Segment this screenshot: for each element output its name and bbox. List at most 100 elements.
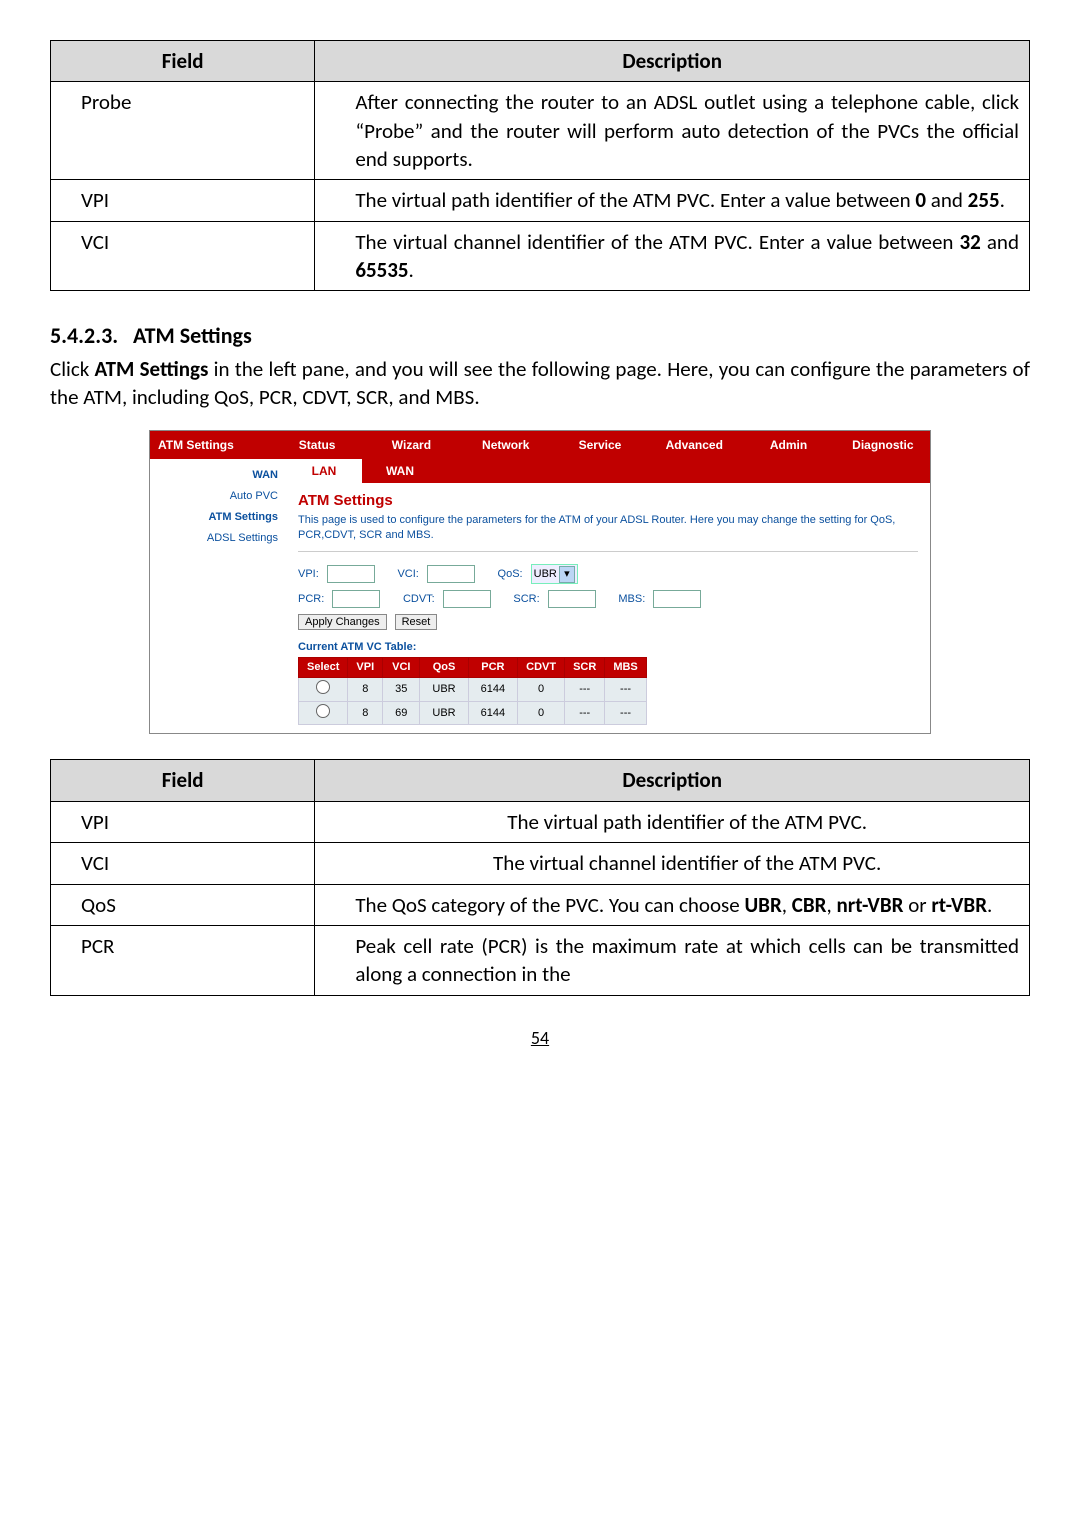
t1-r1-field: VPI: [51, 180, 315, 221]
t1-r2-b2: 65535: [355, 257, 408, 283]
top-advanced[interactable]: Advanced: [647, 431, 741, 459]
inp-pcr[interactable]: [332, 590, 380, 608]
lbl-vpi: VPI:: [298, 567, 319, 582]
t1-r2-field: VCI: [51, 221, 315, 291]
top-diagnostic[interactable]: Diagnostic: [836, 431, 930, 459]
t1-r1-mid: and: [926, 187, 968, 213]
para-b: ATM Settings: [95, 356, 209, 382]
para-a: Click: [50, 356, 95, 382]
vc-r1-sel[interactable]: [299, 701, 348, 725]
vc-table: Select VPI VCI QoS PCR CDVT SCR MBS 8 35…: [298, 657, 647, 726]
vc-r0-c2: 35: [383, 677, 420, 701]
vc-r1-c7: ---: [605, 701, 646, 725]
vc-r0-c7: ---: [605, 677, 646, 701]
t1-r2-desc: The virtual channel identifier of the AT…: [315, 221, 1030, 291]
t1-r1-pre: The virtual path identifier of the ATM P…: [355, 187, 915, 213]
section-num: 5.4.2.3.: [50, 322, 118, 349]
t2-r3-f: PCR: [51, 925, 315, 995]
radio-icon[interactable]: [316, 680, 330, 694]
sub-wan[interactable]: WAN: [362, 459, 438, 483]
t1-r1-desc: The virtual path identifier of the ATM P…: [315, 180, 1030, 221]
apply-button[interactable]: Apply Changes: [298, 614, 387, 630]
vc-r1-c5: 0: [518, 701, 565, 725]
side-adsl[interactable]: ADSL Settings: [158, 528, 278, 549]
vc-r1-c6: ---: [565, 701, 605, 725]
top-wizard[interactable]: Wizard: [364, 431, 458, 459]
top-admin[interactable]: Admin: [741, 431, 835, 459]
t2-r2-b1: CBR: [792, 892, 827, 918]
field-table-1: Field Description Probe After connecting…: [50, 40, 1030, 291]
t2-r3-d: Peak cell rate (PCR) is the maximum rate…: [315, 925, 1030, 995]
vc-h6: SCR: [565, 657, 605, 677]
vc-r0-c5: 0: [518, 677, 565, 701]
inp-cdvt[interactable]: [443, 590, 491, 608]
vc-r0-c1: 8: [348, 677, 383, 701]
t1-h1: Field: [51, 41, 315, 82]
lbl-cdvt: CDVT:: [403, 592, 435, 607]
t1-r0-desc: After connecting the router to an ADSL o…: [315, 82, 1030, 180]
vc-r0-c3: UBR: [420, 677, 468, 701]
t2-r1-f: VCI: [51, 843, 315, 884]
qos-val: UBR: [534, 567, 557, 582]
t2-h2: Description: [315, 760, 1030, 801]
page-number: 54: [50, 1026, 1030, 1050]
t1-r2-post: .: [409, 257, 414, 283]
top-service[interactable]: Service: [553, 431, 647, 459]
vc-h0: Select: [299, 657, 348, 677]
t2-r0-f: VPI: [51, 801, 315, 842]
t1-r2-mid: and: [981, 229, 1019, 255]
t2-r0-d: The virtual path identifier of the ATM P…: [315, 801, 1030, 842]
lbl-mbs: MBS:: [618, 592, 645, 607]
vc-h7: MBS: [605, 657, 646, 677]
vc-h2: VCI: [383, 657, 420, 677]
top-network[interactable]: Network: [459, 431, 553, 459]
vc-row-1: 8 69 UBR 6144 0 --- ---: [299, 701, 647, 725]
top-status[interactable]: Status: [270, 431, 364, 459]
inp-vci[interactable]: [427, 565, 475, 583]
side-wan[interactable]: WAN: [158, 465, 278, 486]
radio-icon[interactable]: [316, 704, 330, 718]
section-title: ATM Settings: [133, 322, 252, 349]
vc-r1-c4: 6144: [468, 701, 517, 725]
section-para: Click ATM Settings in the left pane, and…: [50, 355, 1030, 412]
lbl-pcr: PCR:: [298, 592, 324, 607]
inp-vpi[interactable]: [327, 565, 375, 583]
ss-main: ATM Settings This page is used to config…: [286, 483, 930, 733]
t2-r2-b3: rt-VBR: [931, 892, 987, 918]
t2-r2-pre: The QoS category of the PVC. You can cho…: [355, 892, 744, 918]
inp-scr[interactable]: [548, 590, 596, 608]
reset-button[interactable]: Reset: [395, 614, 438, 630]
vc-title: Current ATM VC Table:: [298, 640, 918, 655]
t2-h1: Field: [51, 760, 315, 801]
t1-r2-b1: 32: [960, 229, 981, 255]
ss-side-head: ATM Settings: [150, 431, 270, 459]
vc-h4: PCR: [468, 657, 517, 677]
vc-row-0: 8 35 UBR 6144 0 --- ---: [299, 677, 647, 701]
section-heading: 5.4.2.3. ATM Settings: [50, 321, 1030, 351]
ss-main-title: ATM Settings: [298, 491, 918, 511]
side-autopvc[interactable]: Auto PVC: [158, 486, 278, 507]
t2-r1-d: The virtual channel identifier of the AT…: [315, 843, 1030, 884]
field-table-2: Field Description VPI The virtual path i…: [50, 759, 1030, 995]
t1-r2-pre: The virtual channel identifier of the AT…: [355, 229, 959, 255]
vc-h1: VPI: [348, 657, 383, 677]
t1-r1-post: .: [1000, 187, 1005, 213]
vc-h3: QoS: [420, 657, 468, 677]
side-atm[interactable]: ATM Settings: [158, 507, 278, 528]
vc-r0-c6: ---: [565, 677, 605, 701]
ss-hint: This page is used to configure the param…: [298, 513, 918, 552]
sub-lan[interactable]: LAN: [286, 459, 362, 483]
chevron-down-icon: ▾: [559, 566, 575, 583]
vc-r1-c3: UBR: [420, 701, 468, 725]
t2-r2-d: The QoS category of the PVC. You can cho…: [315, 884, 1030, 925]
vc-r0-sel[interactable]: [299, 677, 348, 701]
inp-mbs[interactable]: [653, 590, 701, 608]
lbl-scr: SCR:: [513, 592, 539, 607]
t1-r1-b1: 0: [915, 187, 926, 213]
vc-r1-c2: 69: [383, 701, 420, 725]
ss-topbar: Status Wizard Network Service Advanced A…: [270, 431, 930, 459]
vc-r0-c4: 6144: [468, 677, 517, 701]
lbl-qos: QoS:: [498, 567, 523, 582]
t2-r2-b2: nrt-VBR: [837, 892, 904, 918]
sel-qos[interactable]: UBR▾: [531, 564, 578, 584]
